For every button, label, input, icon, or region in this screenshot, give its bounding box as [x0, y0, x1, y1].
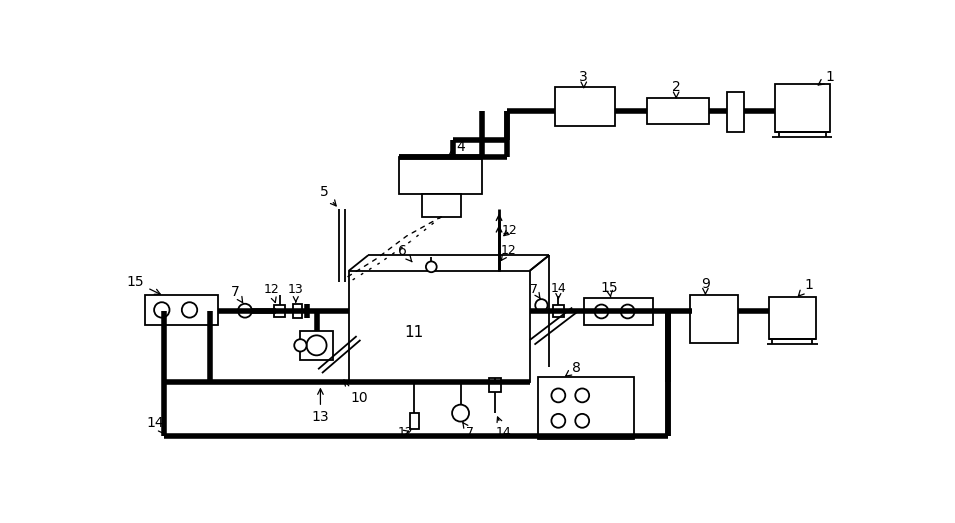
Bar	[410, 413, 419, 428]
Circle shape	[575, 414, 589, 428]
Bar	[727, 92, 744, 132]
Bar	[145, 295, 218, 325]
Text: 4: 4	[449, 141, 465, 156]
Bar	[775, 84, 830, 132]
Text: 14: 14	[550, 282, 566, 299]
Bar	[555, 87, 615, 126]
Text: 3: 3	[580, 70, 588, 87]
Text: 13: 13	[287, 282, 304, 302]
Circle shape	[551, 414, 565, 428]
Text: 12: 12	[502, 224, 518, 237]
Bar	[422, 194, 460, 217]
Circle shape	[154, 302, 169, 317]
Text: 5: 5	[320, 185, 336, 206]
Bar	[292, 304, 302, 317]
Text: 14: 14	[147, 416, 164, 434]
Circle shape	[181, 302, 198, 317]
Text: 13: 13	[311, 389, 329, 424]
Text: 15: 15	[601, 281, 618, 298]
Text: 2: 2	[671, 81, 681, 98]
Text: 1: 1	[798, 278, 813, 296]
Bar	[399, 157, 482, 194]
Bar	[647, 98, 709, 123]
Circle shape	[575, 389, 589, 402]
Bar	[769, 297, 817, 339]
Bar	[553, 304, 563, 317]
Circle shape	[595, 304, 608, 319]
Text: 11: 11	[405, 325, 424, 340]
Bar	[301, 331, 332, 360]
Circle shape	[535, 299, 547, 312]
Text: 6: 6	[398, 244, 412, 262]
Circle shape	[294, 339, 307, 351]
Text: 7: 7	[231, 285, 243, 303]
Circle shape	[307, 335, 327, 355]
Text: 14: 14	[496, 417, 512, 439]
Bar	[584, 298, 653, 325]
Text: 9: 9	[701, 277, 710, 294]
Bar	[349, 271, 530, 382]
Circle shape	[621, 304, 634, 319]
Text: 15: 15	[127, 275, 160, 294]
Bar	[489, 379, 501, 392]
Circle shape	[452, 405, 469, 422]
Bar	[274, 304, 285, 317]
Bar	[538, 377, 634, 438]
Circle shape	[551, 389, 565, 402]
Text: 10: 10	[344, 380, 368, 405]
Circle shape	[238, 304, 252, 317]
Text: 8: 8	[565, 361, 581, 376]
Text: 7: 7	[530, 282, 541, 299]
Text: 7: 7	[463, 423, 474, 439]
Text: 1: 1	[818, 70, 835, 85]
Circle shape	[426, 262, 436, 272]
Text: 12: 12	[500, 244, 517, 260]
Text: 12: 12	[264, 283, 279, 302]
Text: 12: 12	[397, 426, 413, 439]
Bar	[690, 295, 738, 343]
